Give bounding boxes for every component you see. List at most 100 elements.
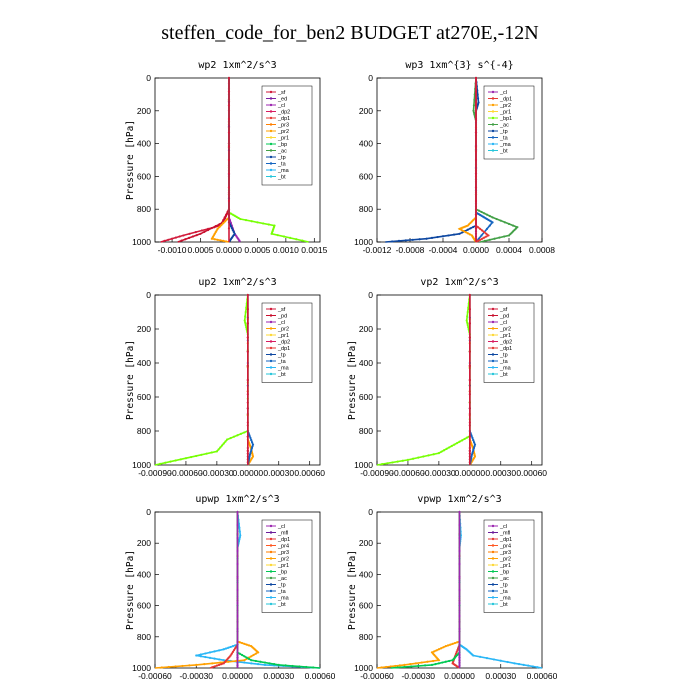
panel-title: wp3 1xm^{3} s^{-4} — [405, 60, 513, 71]
data-point — [178, 235, 181, 238]
data-point — [468, 308, 471, 311]
data-point — [483, 239, 487, 243]
legend-entry: _cl — [499, 90, 507, 96]
data-point — [492, 658, 495, 661]
legend-entry: _dp2 — [277, 340, 290, 346]
data-point — [477, 209, 480, 212]
data-point — [507, 222, 511, 226]
y-axis-label: Pressure [hPa] — [125, 120, 136, 200]
y-tick-label: 0 — [368, 507, 373, 517]
data-point — [396, 666, 399, 669]
series-line-pr2 — [154, 512, 260, 669]
data-point — [222, 442, 225, 445]
data-point — [216, 227, 219, 230]
legend-entry: _bt — [499, 602, 508, 608]
data-point — [238, 526, 241, 529]
series-line-dp2 — [376, 294, 471, 466]
data-point — [236, 562, 239, 566]
data-point — [436, 235, 439, 239]
data-point — [391, 240, 394, 243]
y-tick-label: 600 — [359, 601, 373, 611]
data-point — [424, 664, 427, 667]
legend-marker — [269, 557, 273, 560]
data-point — [217, 448, 220, 451]
data-point — [219, 446, 222, 449]
legend-marker — [491, 149, 495, 152]
data-point — [245, 643, 248, 646]
legend-entry: _cl — [277, 103, 285, 109]
legend-entry: _ac — [499, 123, 509, 129]
data-point — [417, 664, 420, 668]
legend-marker — [491, 576, 495, 580]
legend-marker — [491, 366, 495, 369]
legend-marker — [269, 340, 273, 343]
legend-entry: _bp — [277, 570, 287, 576]
legend-box — [261, 85, 313, 186]
data-point — [246, 421, 249, 424]
data-point — [458, 575, 461, 579]
data-point — [455, 442, 459, 445]
data-point — [246, 364, 249, 367]
data-point — [301, 239, 304, 242]
x-tick-label: -0.00060 — [169, 468, 203, 478]
x-tick-label: 0.00060 — [516, 468, 547, 478]
data-point — [254, 652, 257, 655]
data-point — [483, 236, 486, 239]
data-point — [456, 641, 459, 644]
data-point — [254, 659, 257, 663]
data-point — [236, 614, 239, 618]
data-point — [472, 448, 475, 451]
data-point — [468, 407, 471, 410]
data-point — [385, 665, 388, 669]
data-point — [289, 236, 292, 239]
series-line-sf — [160, 78, 230, 243]
data-point — [485, 213, 489, 216]
data-point — [238, 536, 241, 539]
legend-entry: _dp2 — [499, 340, 512, 346]
data-point — [179, 458, 182, 461]
data-point — [259, 660, 262, 663]
y-tick-label: 800 — [137, 204, 151, 214]
data-point — [430, 663, 434, 666]
y-tick-label: 600 — [359, 171, 373, 181]
legend-marker — [491, 359, 495, 363]
data-point — [203, 663, 206, 666]
data-point — [389, 665, 392, 668]
data-point — [214, 225, 217, 228]
data-point — [479, 655, 482, 658]
data-point — [231, 213, 234, 216]
data-point — [246, 449, 249, 452]
x-tick-label: 0.0000 — [463, 245, 489, 255]
legend-entry: _pr2 — [499, 327, 511, 333]
x-tick-label: 0.00000 — [444, 671, 475, 681]
data-point — [236, 588, 239, 592]
legend-entry: _mfl — [499, 531, 510, 537]
legend-entry: _pr2 — [277, 557, 289, 563]
data-point — [472, 446, 476, 450]
legend-marker — [491, 589, 495, 593]
x-tick-label: -0.0008 — [396, 245, 425, 255]
legend-entry: _pr4 — [499, 544, 511, 550]
y-tick-label: 1000 — [132, 460, 151, 470]
legend-entry: _pr1 — [277, 563, 289, 569]
data-point — [227, 186, 231, 189]
data-point — [441, 661, 444, 664]
data-point — [180, 239, 183, 242]
data-point — [473, 217, 476, 220]
data-point — [450, 444, 453, 448]
legend-marker — [269, 563, 273, 567]
data-point — [239, 432, 243, 435]
data-point — [473, 441, 476, 444]
data-point — [245, 656, 248, 659]
data-point — [470, 457, 473, 460]
data-point — [170, 237, 174, 240]
data-point — [458, 227, 461, 230]
legend-entry: _ta — [277, 589, 287, 595]
data-point — [204, 655, 207, 659]
data-point — [270, 232, 273, 235]
legend-entry: _dp1 — [499, 97, 512, 103]
data-point — [513, 228, 516, 232]
data-point — [222, 222, 225, 225]
data-point — [236, 536, 239, 540]
data-point — [414, 662, 418, 665]
